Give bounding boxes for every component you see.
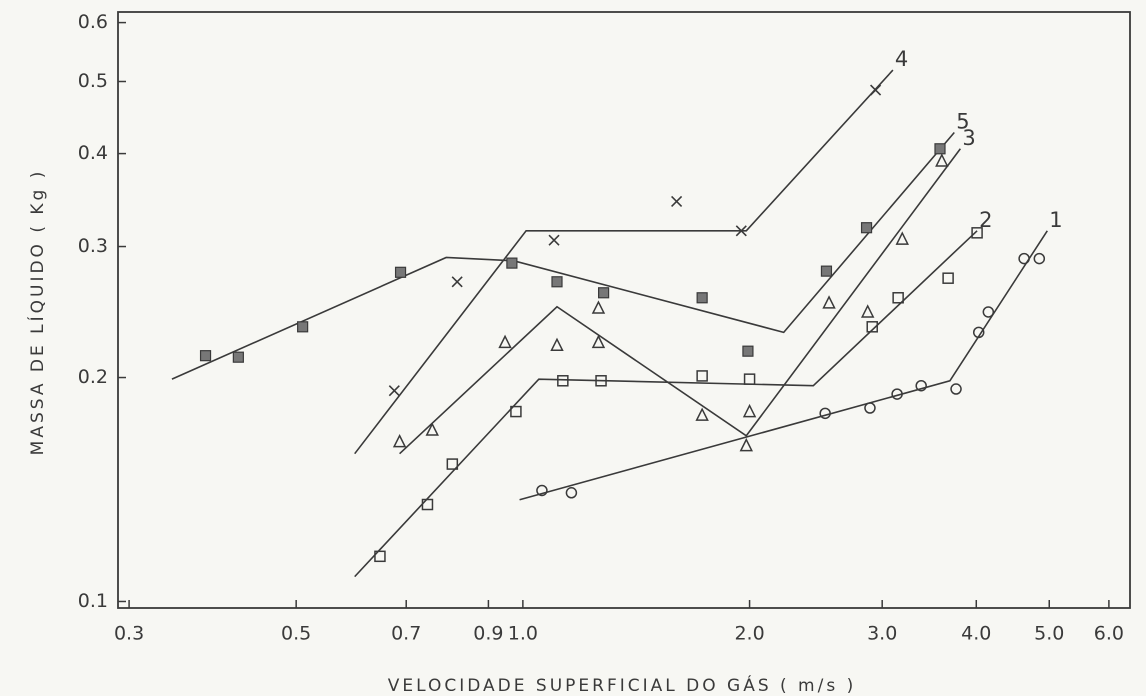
series-label: 4	[895, 47, 908, 71]
point	[739, 437, 753, 452]
point	[891, 388, 903, 400]
point	[565, 487, 578, 499]
point	[595, 375, 607, 387]
series-label: 3	[962, 126, 975, 150]
x-tick-label: 1.0	[508, 623, 538, 645]
point	[822, 295, 836, 309]
point	[870, 84, 882, 96]
x-tick-label: 3.0	[867, 623, 897, 645]
point	[394, 266, 407, 278]
point	[1018, 252, 1030, 265]
point	[374, 550, 386, 563]
point	[935, 153, 949, 167]
point	[551, 276, 563, 288]
point	[819, 407, 831, 420]
series-label: 1	[1049, 208, 1062, 232]
point	[895, 231, 909, 245]
point	[742, 345, 754, 357]
point	[934, 143, 946, 155]
point	[425, 422, 439, 436]
point	[950, 383, 962, 395]
point	[598, 287, 610, 299]
point	[510, 405, 522, 418]
x-tick-label: 0.9	[473, 623, 503, 645]
point	[971, 227, 983, 239]
x-tick-label: 0.5	[281, 623, 311, 645]
point	[392, 433, 407, 448]
plot-frame	[117, 11, 1131, 609]
fit-line	[354, 230, 978, 578]
x-tick-label: 5.0	[1034, 623, 1064, 645]
y-axis-title: MASSA DE LÍQUIDO ( Kg )	[26, 169, 48, 456]
point	[232, 351, 244, 363]
point	[591, 334, 606, 349]
series-label: 5	[956, 109, 969, 133]
x-tick-label: 0.7	[391, 623, 421, 645]
point	[942, 272, 954, 284]
series-label: 2	[979, 208, 992, 232]
x-tick-label: 2.0	[734, 623, 764, 645]
point	[866, 321, 878, 333]
point	[446, 458, 459, 470]
fit-line	[399, 148, 962, 455]
point	[982, 306, 995, 318]
y-tick-label: 0.5	[78, 70, 108, 92]
fit-line	[171, 131, 955, 380]
point	[1033, 252, 1046, 265]
point	[451, 276, 463, 288]
point	[498, 334, 512, 349]
point	[388, 385, 400, 397]
y-tick-label: 0.1	[78, 590, 108, 612]
point	[742, 403, 757, 418]
point	[548, 234, 560, 246]
point	[506, 257, 518, 269]
y-tick-label: 0.4	[78, 142, 108, 164]
x-tick-label: 6.0	[1094, 623, 1124, 645]
point	[199, 350, 212, 362]
point	[550, 337, 564, 352]
point	[860, 222, 873, 234]
x-tick-label: 4.0	[961, 623, 991, 645]
point	[820, 265, 833, 277]
point	[972, 326, 985, 339]
fit-line	[519, 230, 1048, 501]
point	[421, 498, 434, 511]
point	[695, 407, 709, 421]
x-axis-title: VELOCIDADE SUPERFICIAL DO GÁS ( m/s )	[388, 674, 856, 696]
point	[696, 292, 708, 304]
point	[864, 402, 876, 414]
point	[671, 195, 683, 207]
point	[892, 292, 904, 304]
point	[591, 300, 606, 314]
point	[297, 321, 309, 333]
point	[735, 225, 747, 237]
fit-line	[354, 69, 894, 455]
y-tick-label: 0.6	[78, 11, 108, 33]
point	[915, 379, 927, 392]
x-tick-label: 0.3	[114, 623, 144, 645]
y-tick-label: 0.2	[78, 366, 108, 388]
point	[743, 373, 756, 385]
point	[860, 304, 875, 318]
point	[696, 370, 708, 382]
point	[536, 484, 548, 497]
point	[557, 375, 569, 387]
y-tick-label: 0.3	[78, 235, 108, 257]
